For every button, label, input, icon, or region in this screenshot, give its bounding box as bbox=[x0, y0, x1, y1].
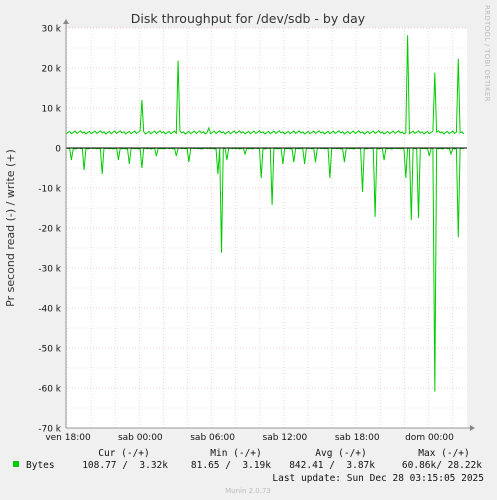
y-tick-label: 30 k bbox=[41, 25, 61, 35]
legend-value-max: 60.86k/ 28.22k bbox=[402, 460, 482, 471]
x-tick-label: dom 00:00 bbox=[405, 433, 454, 443]
x-tick-label: sab 18:00 bbox=[335, 433, 380, 443]
y-tick-label: -20 k bbox=[38, 225, 62, 235]
y-tick-label: -70 k bbox=[38, 425, 62, 435]
last-update: Last update: Sun Dec 28 03:15:05 2025 bbox=[272, 473, 484, 484]
y-axis-arrow bbox=[63, 19, 69, 24]
x-axis-arrow bbox=[470, 425, 475, 431]
y-tick-label: -40 k bbox=[38, 305, 62, 315]
y-tick-label: -60 k bbox=[38, 385, 62, 395]
legend-value-avg: 842.41 / 3.87k bbox=[289, 460, 375, 471]
y-tick-label: -10 k bbox=[38, 185, 62, 195]
x-tick-label: sab 06:00 bbox=[190, 433, 235, 443]
grid bbox=[66, 27, 467, 429]
y-tick-label: -50 k bbox=[38, 345, 62, 355]
footer-version: Munin 2.0.73 bbox=[225, 487, 271, 495]
side-credit: RRDTOOL / TOBI OETIKER bbox=[483, 5, 491, 102]
legend-header-max: Max (-/+) bbox=[418, 448, 469, 459]
legend-value-cur: 108.77 / 3.32k bbox=[82, 460, 168, 471]
x-tick-label: sab 12:00 bbox=[263, 433, 308, 443]
y-tick-labels: 30 k 20 k 10 k 0 -10 k -20 k -30 k -40 k -50 k -6… bbox=[38, 25, 62, 435]
y-axis-label: Pr second read (-) / write (+) bbox=[4, 149, 17, 307]
series-line-write bbox=[65, 35, 465, 135]
y-tick-label: 10 k bbox=[41, 105, 61, 115]
legend-value-min: 81.65 / 3.19k bbox=[191, 460, 271, 471]
chart-title: Disk throughput for /dev/sdb - by day bbox=[131, 11, 366, 26]
y-tick-label: 20 k bbox=[41, 65, 61, 75]
x-tick-labels: ven 18:00 sab 00:00 sab 06:00 sab 12:00 sab … bbox=[45, 433, 454, 443]
legend-swatch bbox=[13, 461, 19, 467]
legend-series-name: Bytes bbox=[26, 460, 55, 471]
x-tick-label: ven 18:00 bbox=[45, 433, 91, 443]
y-tick-label: -30 k bbox=[38, 265, 62, 275]
legend-header-cur: Cur (-/+) bbox=[98, 448, 149, 459]
x-tick-label: sab 00:00 bbox=[118, 433, 163, 443]
y-tick-label: 0 bbox=[55, 145, 61, 155]
legend-header-min: Min (-/+) bbox=[210, 448, 261, 459]
axes bbox=[63, 19, 475, 431]
legend-header-avg: Avg (-/+) bbox=[315, 448, 366, 459]
